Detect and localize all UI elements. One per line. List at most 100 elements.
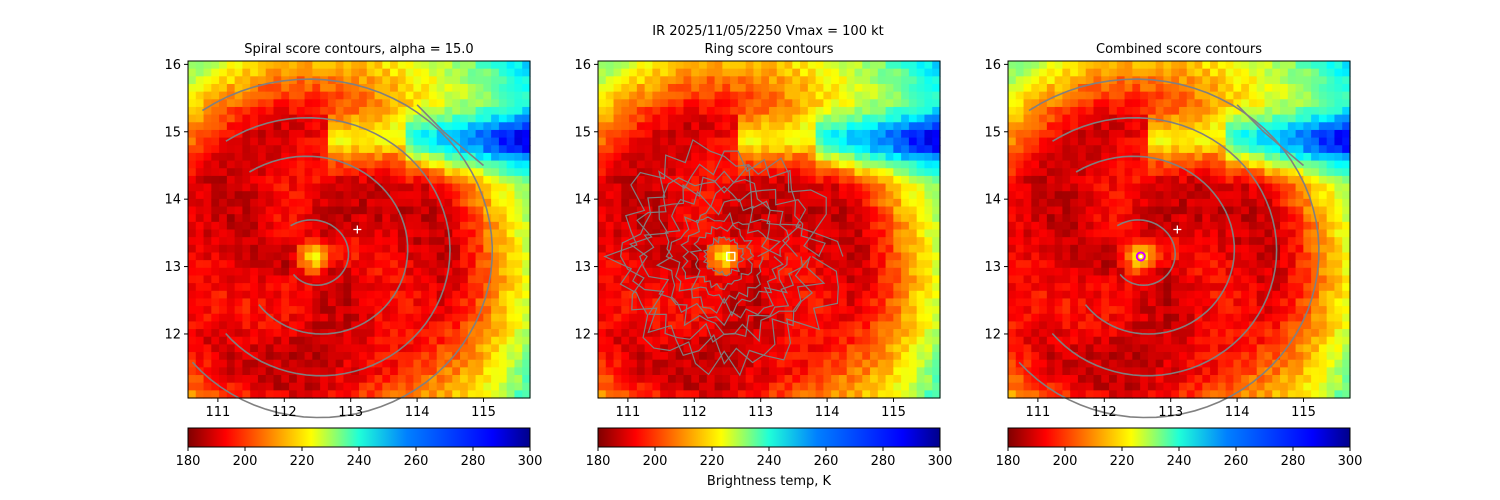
heatmap-cell [1046, 214, 1056, 223]
heatmap-cell [327, 122, 337, 131]
heatmap-cell [1077, 244, 1087, 254]
heatmap-cell [1015, 267, 1025, 277]
heatmap-cell [257, 198, 267, 208]
heatmap-cell [1062, 191, 1071, 200]
heatmap-cell [870, 76, 879, 85]
heatmap-cell [522, 145, 531, 154]
heatmap-cell [893, 344, 902, 353]
heatmap-cell [901, 283, 910, 292]
heatmap-cell [1070, 267, 1079, 277]
heatmap-cell [605, 313, 615, 323]
heatmap-cell [737, 275, 747, 284]
heatmap-cell [908, 275, 918, 284]
heatmap-cell [289, 168, 298, 177]
heatmap-cell [699, 83, 708, 93]
heatmap-cell [250, 321, 259, 330]
heatmap-cell [598, 352, 607, 361]
heatmap-cell [374, 283, 383, 292]
heatmap-cell [1179, 229, 1188, 238]
heatmap-cell [506, 114, 516, 123]
heatmap-cell [667, 206, 677, 215]
heatmap-cell [885, 129, 894, 139]
heatmap-cell [491, 229, 500, 238]
heatmap-cell [273, 61, 282, 70]
heatmap-cell [1085, 61, 1095, 70]
heatmap-cell [862, 206, 871, 215]
heatmap-cell [491, 183, 500, 192]
heatmap-cell [815, 214, 825, 223]
heatmap-cell [1008, 329, 1017, 338]
heatmap-cell [691, 106, 700, 116]
heatmap-cell [877, 76, 887, 85]
heatmap-cell [660, 267, 669, 277]
heatmap-cell [1062, 152, 1071, 162]
heatmap-cell [1116, 129, 1126, 139]
heatmap-cell [444, 114, 453, 123]
heatmap-cell [893, 68, 902, 77]
heatmap-cell [382, 375, 391, 384]
heatmap-cell [784, 198, 793, 208]
heatmap-cell [838, 198, 848, 208]
heatmap-cell [1062, 390, 1071, 399]
spiral-contour [249, 155, 409, 335]
heatmap-cell [660, 160, 669, 169]
heatmap-cell [854, 275, 863, 284]
heatmap-cell [366, 191, 376, 200]
heatmap-cell [234, 68, 244, 77]
heatmap-cell [1039, 375, 1048, 384]
heatmap-cell [234, 122, 244, 131]
heatmap-cell [498, 375, 508, 384]
heatmap-cell [613, 214, 622, 223]
heatmap-cell [1085, 352, 1095, 361]
heatmap-cell [1171, 76, 1180, 85]
heatmap-cell [823, 175, 832, 185]
heatmap-cell [250, 145, 259, 154]
heatmap-cell [1132, 106, 1141, 116]
heatmap-cell [823, 313, 832, 323]
heatmap-cell [452, 283, 461, 292]
heatmap-cell [1140, 198, 1149, 208]
heatmap-cell [792, 76, 801, 85]
heatmap-cell [242, 267, 251, 277]
heatmap-cell [667, 367, 677, 376]
heatmap-cell [491, 375, 500, 384]
heatmap-cell [644, 244, 654, 254]
heatmap-cell [343, 221, 352, 231]
heatmap-cell [203, 367, 212, 376]
heatmap-cell [621, 145, 630, 154]
heatmap-cell [327, 260, 337, 269]
heatmap-cell [1054, 359, 1064, 368]
heatmap-cell [893, 106, 902, 116]
heatmap-cell [1101, 122, 1110, 131]
heatmap-cell [1093, 229, 1102, 238]
heatmap-cell [1101, 106, 1110, 116]
heatmap-cell [1031, 99, 1040, 108]
heatmap-cell [908, 183, 918, 192]
heatmap-cell [784, 275, 793, 284]
heatmap-cell [250, 229, 259, 238]
heatmap-cell [1093, 352, 1102, 361]
heatmap-cell [1124, 183, 1133, 192]
heatmap-cell [421, 160, 430, 169]
heatmap-cell [281, 61, 290, 70]
heatmap-cell [188, 137, 197, 146]
heatmap-cell [1031, 152, 1040, 162]
heatmap-cell [932, 129, 941, 139]
heatmap-cell [924, 244, 933, 254]
heatmap-cell [390, 260, 399, 269]
heatmap-cell [219, 359, 228, 368]
heatmap-cell [296, 175, 306, 185]
heatmap-cell [312, 321, 321, 330]
heatmap-cell [1054, 290, 1064, 300]
heatmap-cell [675, 137, 685, 146]
heatmap-cell [1163, 129, 1172, 139]
heatmap-cell [885, 344, 894, 353]
heatmap-cell [1054, 152, 1064, 162]
heatmap-cell [460, 344, 469, 353]
heatmap-cell [234, 352, 244, 361]
heatmap-cell [1077, 76, 1087, 85]
heatmap-cell [467, 221, 477, 231]
heatmap-cell [506, 91, 516, 100]
heatmap-cell [1015, 122, 1025, 131]
